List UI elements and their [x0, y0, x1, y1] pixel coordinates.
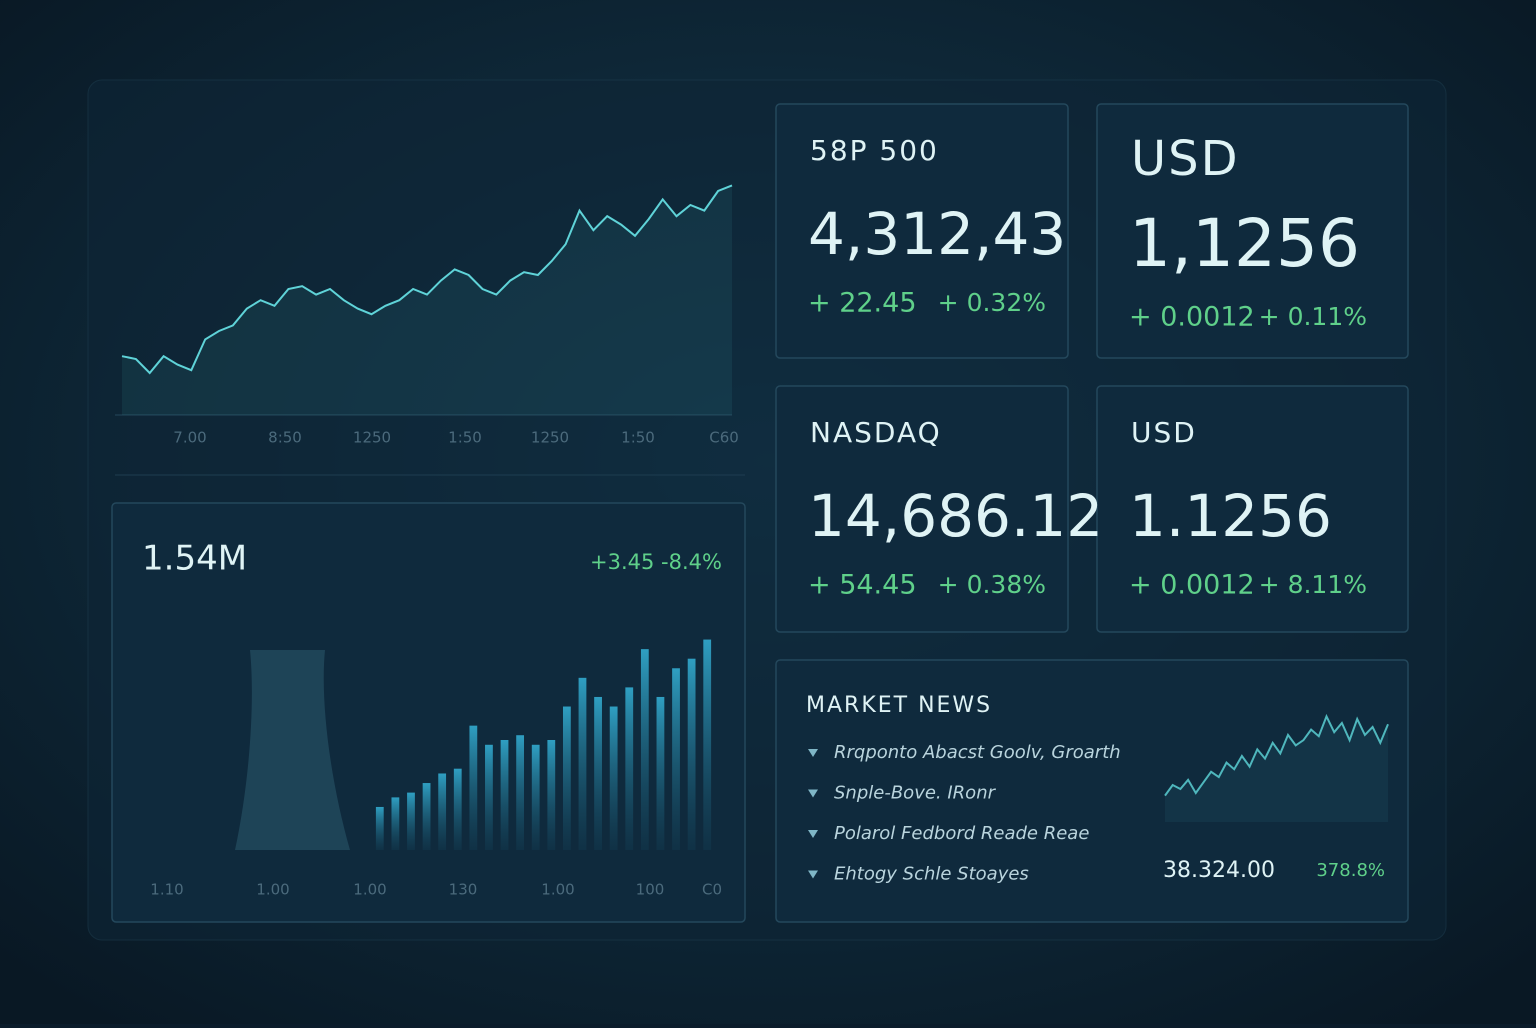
bar [672, 668, 680, 850]
tile-name: 58P 500 [810, 134, 939, 167]
bar [562, 706, 571, 850]
tower-illustration [235, 650, 350, 850]
bar [453, 768, 462, 850]
news-price: 38.324.00 [1163, 858, 1275, 883]
news-title: MARKET NEWS [806, 693, 992, 718]
bar [703, 639, 712, 850]
bullet [808, 830, 818, 838]
tile-change: + 54.45 [808, 570, 917, 601]
bar [687, 658, 696, 850]
bar [391, 797, 400, 850]
x-tick-label: 7.00 [173, 429, 206, 447]
news-item: Polarol Fedbord Reade Reae [834, 823, 1089, 844]
news-item: Ehtogy Schle Stoayes [834, 864, 1029, 885]
tile-price: 4,312,43 [808, 200, 1066, 268]
tile-price: 1.1256 [1129, 482, 1332, 550]
tile-change: + 0.0012 [1129, 302, 1255, 333]
bar [578, 677, 587, 850]
tile-price: 14,686.12 [808, 482, 1103, 550]
tile-change: + 0.0012 [1129, 570, 1255, 601]
bar [485, 744, 493, 850]
bar [438, 773, 447, 850]
bar [594, 696, 602, 850]
x-tick-label: 1:50 [621, 429, 655, 447]
tile-percent: + 0.32% [938, 288, 1046, 317]
x-tick-label: 130 [449, 881, 478, 899]
tile-name: NASDAQ [810, 416, 942, 449]
bar [422, 783, 431, 850]
volume-change: +3.45 -8.4% [590, 550, 722, 574]
bar [516, 735, 525, 850]
news-panel [775, 659, 1409, 923]
bar [500, 740, 509, 850]
x-tick-label: C0 [702, 881, 722, 899]
bar [656, 696, 665, 850]
line [121, 184, 733, 375]
tile [775, 385, 1069, 633]
x-tick-label: 8:50 [268, 429, 302, 447]
x-tick-label: 1.00 [353, 881, 386, 899]
volume-title: 1.54M [142, 539, 247, 579]
x-tick-label: C60 [709, 429, 739, 447]
tile-percent: + 0.38% [938, 570, 1046, 599]
bar [375, 806, 384, 850]
x-tick-label: 1250 [353, 429, 391, 447]
line [1164, 713, 1389, 797]
tile-name: USD [1131, 416, 1197, 449]
tile [775, 103, 1069, 359]
line-area [122, 185, 732, 415]
x-tick-label: 1250 [531, 429, 569, 447]
tile-price: 1,1256 [1129, 205, 1360, 282]
tile-percent: + 8.11% [1259, 570, 1367, 599]
bullet [808, 789, 818, 798]
tile-change: + 22.45 [808, 288, 917, 319]
bar [407, 792, 415, 850]
news-item: Rrqponto Abacst Goolv, Groarth [834, 742, 1121, 763]
bullet [808, 870, 818, 879]
line-area [1165, 716, 1388, 822]
x-tick-label: 1:50 [448, 429, 482, 447]
news-percent: 378.8% [1316, 860, 1385, 881]
tile-name: USD [1131, 131, 1240, 187]
news-item: Snple-Bove. IRonr [834, 783, 997, 804]
x-tick-label: 100 [636, 881, 665, 899]
bar [640, 649, 649, 850]
bullet [808, 749, 818, 757]
bar [469, 725, 478, 850]
bar [531, 744, 540, 850]
x-tick-label: 1.00 [256, 881, 289, 899]
tile [1096, 103, 1409, 359]
tile [1096, 385, 1409, 633]
bar [547, 740, 556, 850]
tile-percent: + 0.11% [1259, 302, 1367, 331]
bar [625, 687, 634, 850]
x-tick-label: 1.10 [150, 881, 183, 899]
bar [609, 706, 618, 850]
x-tick-label: 1.00 [541, 881, 574, 899]
